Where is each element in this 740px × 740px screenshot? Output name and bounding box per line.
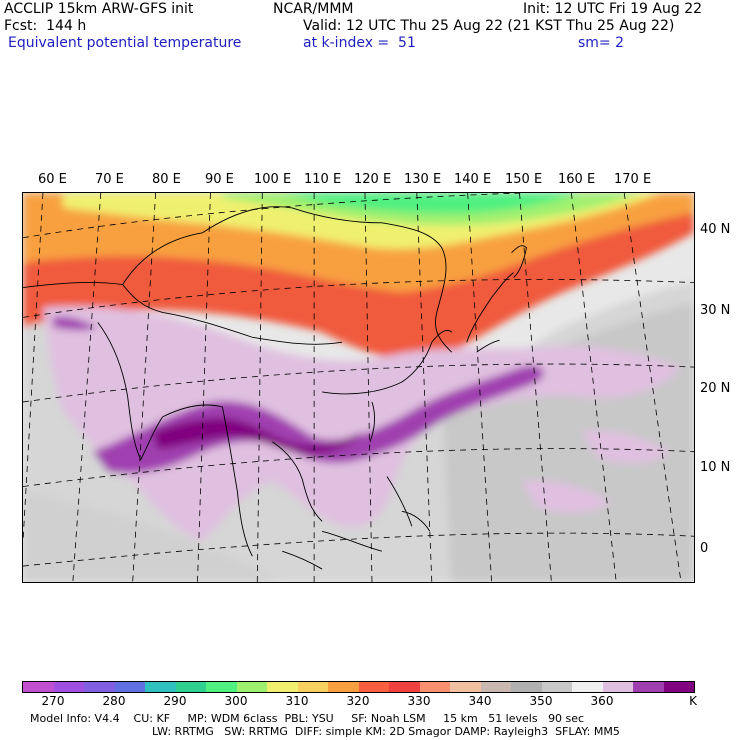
colorbar-tick: 350 [529,694,553,708]
colorbar-swatch [663,682,694,692]
lon-label: 160 E [558,172,596,187]
lat-label: 0 [700,541,709,556]
colorbar-swatch [206,682,237,692]
colorbar-tick: 280 [102,694,126,708]
colorbar-tick: 330 [407,694,431,708]
colorbar-swatch [572,682,603,692]
colorbar-tick: 320 [346,694,370,708]
colorbar-swatch [450,682,481,692]
colorbar-unit: K [689,694,697,708]
physics-info-line: LW: RRTMG SW: RRTMG DIFF: simple KM: 2D … [152,725,620,738]
colorbar-swatch [267,682,298,692]
lat-label: 40 N [700,222,731,237]
colorbar-swatch [23,682,54,692]
lon-label: 120 E [354,172,392,187]
lon-label: 170 E [614,172,652,187]
lon-label: 100 E [254,172,292,187]
colorbar-swatch [389,682,420,692]
colorbar-tick: 290 [163,694,187,708]
smoothing-label: sm= 2 [578,35,625,51]
lon-label: 60 E [38,172,67,187]
colorbar-swatch [633,682,664,692]
theta-e-map [22,192,695,583]
init-time: Init: 12 UTC Fri 19 Aug 22 [523,1,703,17]
colorbar-swatch [236,682,267,692]
colorbar-swatch [175,682,206,692]
colorbar-swatch [114,682,145,692]
model-info-line: Model Info: V4.4 CU: KF MP: WDM 6class P… [30,712,585,725]
org-label: NCAR/MMM [273,1,354,17]
model-title: ACCLIP 15km ARW-GFS init [4,1,194,17]
forecast-hour: Fcst: 144 h [4,18,87,34]
lon-label: 90 E [205,172,234,187]
colorbar [22,681,695,693]
colorbar-swatch [53,682,84,692]
colorbar-swatch [480,682,511,692]
lon-label: 70 E [95,172,124,187]
colorbar-tick: 300 [224,694,248,708]
lon-label: 80 E [152,172,181,187]
colorbar-swatch [297,682,328,692]
lon-label: 110 E [304,172,342,187]
colorbar-swatch [84,682,115,692]
colorbar-tick: 270 [41,694,65,708]
colorbar-swatch [419,682,450,692]
level-label: at k-index = 51 [303,35,416,51]
colorbar-swatch [511,682,542,692]
colorbar-swatch [541,682,572,692]
colorbar-swatch [328,682,359,692]
lon-label: 130 E [404,172,442,187]
valid-time: Valid: 12 UTC Thu 25 Aug 22 (21 KST Thu … [303,18,675,34]
lon-label: 150 E [505,172,543,187]
lat-label: 10 N [700,460,731,475]
colorbar-swatch [358,682,389,692]
colorbar-tick: 340 [468,694,492,708]
lat-label: 30 N [700,303,731,318]
lon-label: 140 E [454,172,492,187]
field-name: Equivalent potential temperature [8,35,242,51]
colorbar-swatch [145,682,176,692]
colorbar-tick: 360 [590,694,614,708]
colorbar-tick: 310 [285,694,309,708]
lat-label: 20 N [700,381,731,396]
colorbar-swatch [602,682,633,692]
